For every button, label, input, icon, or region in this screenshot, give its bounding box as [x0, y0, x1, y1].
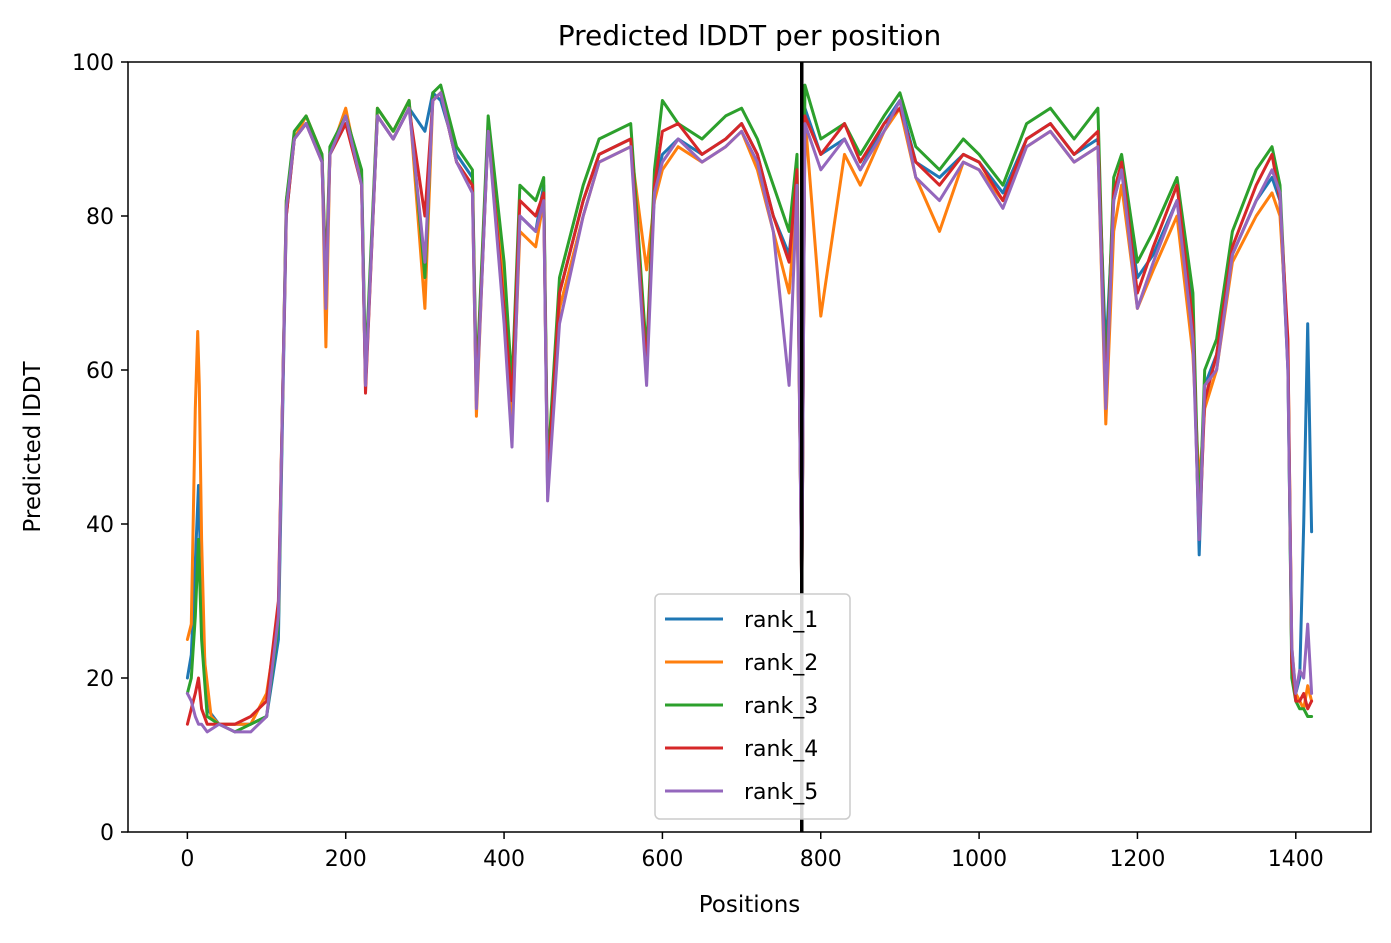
plot-area-frame [127, 61, 1372, 833]
chart-title: Predicted lDDT per position [558, 19, 942, 52]
legend: rank_1 rank_2 rank_3 rank_4 rank_5 [654, 593, 851, 820]
legend-label: rank_1 [744, 608, 818, 633]
legend-label: rank_2 [744, 651, 818, 676]
y-tick-label: 0 [100, 821, 114, 846]
x-axis-label: Positions [699, 892, 801, 918]
y-axis-label: Predicted lDDT [20, 360, 46, 532]
y-tick-label: 20 [86, 667, 114, 692]
series-lines [185, 83, 1314, 734]
y-tick-label: 40 [86, 513, 114, 538]
y-tick-label: 60 [86, 359, 114, 384]
x-tick-label: 1200 [1109, 847, 1165, 872]
x-tick-label: 1000 [951, 847, 1007, 872]
x-tick-label: 0 [180, 847, 194, 872]
x-tick-label: 200 [325, 847, 367, 872]
x-tick-label: 400 [483, 847, 525, 872]
y-axis-ticks: 0 20 40 60 80 100 [72, 51, 128, 846]
legend-label: rank_3 [744, 694, 818, 719]
x-axis-ticks: 0 200 400 600 800 1000 1200 1400 [180, 832, 1324, 872]
series-line-rank_5 [185, 91, 1314, 734]
legend-label: rank_5 [744, 780, 818, 805]
legend-label: rank_4 [744, 737, 818, 762]
x-tick-label: 800 [800, 847, 842, 872]
y-tick-label: 80 [86, 205, 114, 230]
x-tick-label: 1400 [1268, 847, 1324, 872]
legend-box [654, 593, 851, 820]
y-tick-label: 100 [72, 51, 114, 76]
x-tick-label: 600 [641, 847, 683, 872]
